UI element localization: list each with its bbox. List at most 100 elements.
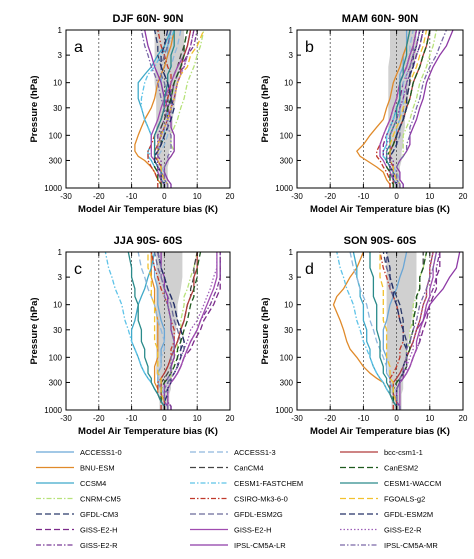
series-line-cnrm-cm5 — [167, 251, 198, 410]
y-tick-label: 30 — [53, 104, 62, 113]
y-tick-label: 100 — [49, 131, 63, 140]
series-line-giss-e2-r — [157, 29, 195, 188]
y-axis-label: Pressure (hPa) — [260, 75, 271, 142]
series-line-canesm2 — [385, 29, 431, 188]
y-tick-label: 1 — [58, 248, 63, 257]
x-tick-label: 10 — [193, 192, 202, 201]
legend-label: IPSL-CM5A-MR — [384, 541, 438, 550]
x-tick-label: -10 — [358, 414, 370, 423]
y-tick-label: 3 — [289, 273, 294, 282]
spread-band — [386, 252, 417, 410]
legend-label: CSIRO-Mk3-6-0 — [234, 495, 288, 504]
x-axis-label: Model Air Temperature bias (K) — [310, 426, 450, 437]
chart-panel-b: -30 -20 -10 0 10 20 1 3 10 30 100 300 1000 MAM 60N- 9… — [260, 13, 468, 215]
y-tick-label: 1 — [58, 26, 63, 35]
legend-label: GFDL-CM3 — [80, 510, 118, 519]
series-line-giss-e2-h — [150, 29, 192, 188]
series-line-bnu-esm — [356, 29, 411, 188]
x-tick-label: 0 — [162, 192, 167, 201]
series-line-giss-e2-h — [167, 252, 218, 410]
series-line-giss-e2-h — [399, 251, 438, 410]
series-line-cesm1-waccm — [127, 251, 166, 410]
y-tick-label: 100 — [280, 131, 294, 140]
y-tick-label: 30 — [53, 326, 62, 335]
spread-band — [156, 252, 183, 410]
legend-label: CNRM-CM5 — [80, 495, 121, 504]
panel-title: MAM 60N- 90N — [342, 13, 418, 25]
series-line-canesm2 — [160, 251, 202, 410]
plot-frame — [65, 251, 231, 411]
legend-label: GISS-E2-R — [384, 526, 422, 535]
series-line-cancm4 — [160, 251, 198, 410]
x-tick-label: 20 — [226, 192, 235, 201]
y-tick-label: 1 — [289, 26, 294, 35]
y-tick-label: 300 — [49, 156, 63, 165]
y-tick-label: 1000 — [44, 406, 62, 415]
series-line-gfdl-esm2m — [389, 29, 421, 188]
legend-label: GISS-E2-H — [234, 526, 272, 535]
x-tick-label: 0 — [394, 192, 399, 201]
y-tick-label: 100 — [280, 353, 294, 362]
panel-title: SON 90S- 60S — [344, 235, 417, 247]
plot-frame — [296, 29, 464, 189]
series-line-cesm1-waccm — [369, 252, 398, 410]
y-tick-label: 300 — [280, 156, 294, 165]
series-line-csiro-mk3-6-0 — [379, 251, 404, 410]
x-tick-label: 20 — [459, 414, 468, 423]
series-line-cesm1-fastchem — [104, 251, 166, 410]
x-tick-label: -30 — [60, 414, 72, 423]
series-line-cnrm-cm5 — [163, 29, 205, 188]
series-line-giss-e2-h — [395, 252, 441, 410]
series-line-fgoals-g2 — [379, 252, 398, 410]
x-tick-label: 0 — [394, 414, 399, 423]
legend-label: GFDL-ESM2G — [234, 510, 283, 519]
legend-label: ACCESS1-0 — [80, 448, 122, 457]
legend-label: BNU-ESM — [80, 464, 115, 473]
x-tick-label: -30 — [291, 414, 303, 423]
x-tick-label: -30 — [60, 192, 72, 201]
series-line-giss-e2-h — [167, 252, 221, 410]
panel-letter: b — [305, 39, 314, 56]
series-line-giss-e2-r — [399, 251, 434, 410]
x-tick-label: -20 — [93, 414, 105, 423]
series-line-cnrm-cm5 — [395, 29, 438, 188]
y-tick-label: 3 — [58, 273, 63, 282]
x-tick-label: 0 — [162, 414, 167, 423]
legend-label: GISS-E2-R — [80, 541, 118, 550]
x-tick-label: 20 — [459, 192, 468, 201]
x-tick-label: -20 — [324, 414, 336, 423]
y-tick-label: 10 — [53, 79, 62, 88]
x-tick-label: 10 — [425, 414, 434, 423]
x-axis-label: Model Air Temperature bias (K) — [78, 204, 218, 215]
legend-label: IPSL-CM5A-LR — [234, 541, 286, 550]
series-line-giss-e2-r — [385, 29, 421, 188]
x-tick-label: -10 — [358, 192, 370, 201]
plot-frame — [65, 29, 231, 189]
series-line-csiro-mk3-6-0 — [150, 251, 175, 410]
legend-label: CESM1-WACCM — [384, 479, 441, 488]
panel-title: DJF 60N- 90N — [113, 13, 184, 25]
y-tick-label: 1000 — [275, 406, 293, 415]
x-tick-label: 20 — [226, 414, 235, 423]
x-tick-label: -10 — [126, 192, 138, 201]
series-line-ipsl-cm5a-mr — [395, 29, 448, 188]
y-tick-label: 3 — [58, 51, 63, 60]
series-line-giss-e2-r — [167, 252, 218, 410]
legend-label: CanCM4 — [234, 464, 264, 473]
x-tick-label: -30 — [291, 192, 303, 201]
series-line-ipsl-cm5a-mr — [157, 251, 175, 410]
x-tick-label: 10 — [193, 414, 202, 423]
x-tick-label: -20 — [93, 192, 105, 201]
legend-label: bcc-csm1-1 — [384, 448, 423, 457]
chart-panel-a: -30 -20 -10 0 10 20 1 3 10 30 100 300 1000 DJF 60N- 9… — [29, 13, 235, 215]
legend-label: CanESM2 — [384, 464, 418, 473]
y-tick-label: 10 — [284, 79, 293, 88]
x-axis-label: Model Air Temperature bias (K) — [310, 204, 450, 215]
chart-panel-c: -30 -20 -10 0 10 20 1 3 10 30 100 300 1000 JJA 90S- 6… — [29, 235, 235, 437]
x-axis-label: Model Air Temperature bias (K) — [78, 426, 218, 437]
x-tick-label: -10 — [126, 414, 138, 423]
y-tick-label: 30 — [284, 326, 293, 335]
y-axis-label: Pressure (hPa) — [260, 297, 271, 364]
series-line-ipsl-cm5a-lr — [395, 29, 454, 188]
series-line-cancm4 — [153, 29, 189, 188]
